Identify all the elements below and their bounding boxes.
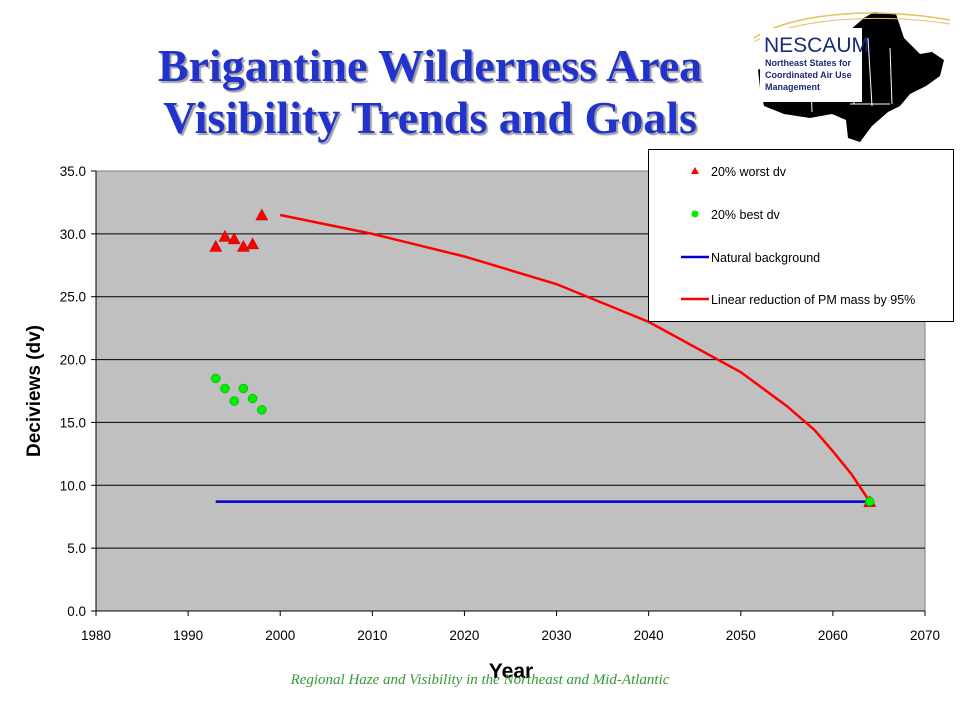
x-tick-label: 2010 [357, 628, 387, 643]
x-tick-label: 1980 [81, 628, 111, 643]
logo-name: NESCAUM [764, 34, 869, 57]
x-axis-label: Year [489, 660, 533, 683]
x-tick-label: 2000 [265, 628, 295, 643]
series-line [279, 213, 871, 503]
legend-item-worst: 20% worst dv [649, 163, 949, 183]
series-layer [209, 208, 877, 507]
x-tick-label: 2030 [542, 628, 572, 643]
y-tick-label: 20.0 [60, 353, 86, 368]
title-line-1: Brigantine Wilderness Area [157, 40, 703, 91]
y-axis-ticks: 0.0 5.0 10.0 15.0 20.0 25.0 30.0 35.0 [60, 164, 97, 619]
chart-legend: 20% worst dv 20% best dv Natural backgro… [648, 149, 954, 322]
circle-marker [220, 383, 230, 394]
y-tick-label: 35.0 [60, 164, 86, 179]
y-tick-label: 10.0 [60, 478, 86, 493]
triangle-marker [236, 239, 250, 252]
circle-marker [238, 383, 249, 394]
triangle-marker [246, 237, 260, 250]
triangle-marker [227, 232, 241, 245]
title-line-2: Visibility Trends and Goals [163, 92, 697, 143]
x-axis-ticks: 1980 1990 2000 2010 2020 2030 2040 2050 2060 2070 [81, 610, 940, 643]
circle-marker [864, 496, 875, 507]
y-tick-label: 5.0 [67, 541, 86, 556]
legend-label-linear: Linear reduction of PM mass by 95% [711, 293, 916, 307]
circle-marker [247, 393, 258, 404]
circle-marker [229, 396, 239, 406]
triangle-marker [209, 239, 223, 252]
footer-text: Regional Haze and Visibility in the Nort… [290, 672, 670, 688]
logo-subtitle-2: Coordinated Air Use [765, 70, 852, 80]
legend-item-linear: Linear reduction of PM mass by 95% [649, 291, 949, 311]
y-tick-label: 15.0 [60, 415, 86, 430]
triangle-marker-icon [691, 167, 699, 174]
legend-label-best: 20% best dv [711, 208, 780, 222]
x-tick-label: 2040 [634, 628, 664, 643]
x-tick-label: 2050 [726, 628, 756, 643]
y-tick-label: 25.0 [60, 290, 86, 305]
red-line-icon [681, 297, 709, 301]
x-tick-label: 2060 [818, 628, 848, 643]
slide-title: Brigantine Wilderness Area Visibility Tr… [100, 40, 760, 144]
legend-label-natural: Natural background [711, 251, 821, 265]
x-tick-label: 2020 [449, 628, 479, 643]
nescaum-logo: NESCAUM Northeast States for Coordinated… [753, 12, 951, 142]
circle-marker-icon [691, 210, 699, 218]
y-tick-label: 30.0 [60, 227, 86, 242]
logo-subtitle-3: Management [765, 82, 820, 92]
y-axis-label: Deciviews (dv) [24, 325, 45, 457]
blue-line-icon [681, 255, 709, 259]
y-tick-label: 0.0 [67, 604, 86, 619]
triangle-marker [218, 229, 232, 242]
x-tick-label: 2070 [910, 628, 940, 643]
x-tick-label: 1990 [173, 628, 203, 643]
circle-marker [257, 405, 267, 415]
logo-subtitle-1: Northeast States for [765, 58, 852, 68]
triangle-marker [255, 208, 269, 221]
circle-marker [210, 373, 221, 384]
legend-item-natural: Natural background [649, 249, 949, 269]
legend-item-best: 20% best dv [649, 206, 949, 226]
legend-label-worst: 20% worst dv [711, 165, 787, 179]
